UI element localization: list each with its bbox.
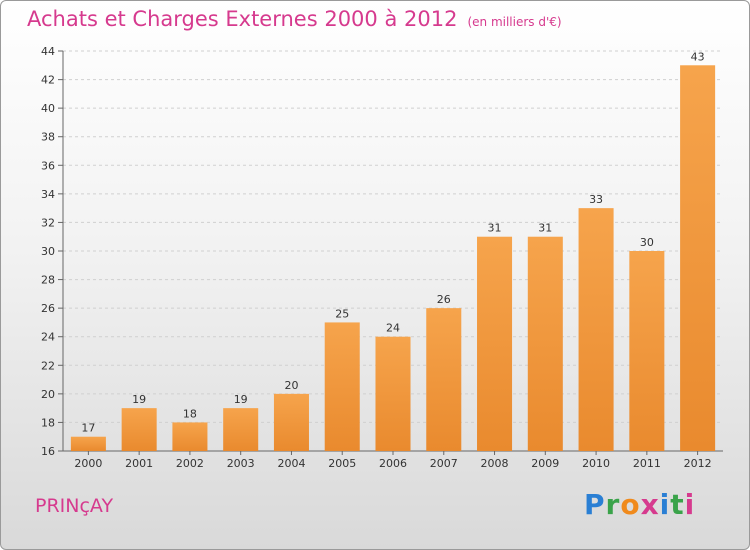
data-label: 43 (691, 50, 705, 63)
y-tick-label: 38 (41, 131, 55, 144)
logo-letter: t (670, 488, 685, 521)
data-label: 19 (132, 393, 146, 406)
y-tick-label: 34 (41, 188, 55, 201)
bar (375, 336, 411, 451)
data-label: 26 (437, 293, 451, 306)
y-tick-label: 44 (41, 45, 55, 58)
x-tick-label: 2009 (531, 457, 559, 470)
y-tick-label: 28 (41, 274, 55, 287)
bar (477, 236, 513, 451)
data-label: 31 (488, 222, 502, 235)
x-tick-label: 2010 (582, 457, 610, 470)
x-tick-label: 2002 (176, 457, 204, 470)
bar (273, 393, 309, 451)
x-tick-label: 2011 (633, 457, 661, 470)
logo-letter: i (684, 488, 696, 521)
data-label: 19 (234, 393, 248, 406)
bar (121, 408, 157, 451)
data-label: 18 (183, 407, 197, 420)
y-tick-label: 32 (41, 216, 55, 229)
bar (527, 236, 563, 451)
y-tick-label: 40 (41, 102, 55, 115)
y-tick-label: 16 (41, 445, 55, 458)
y-tick-label: 24 (41, 331, 55, 344)
data-label: 31 (538, 222, 552, 235)
y-tick-label: 22 (41, 359, 55, 372)
y-tick-label: 26 (41, 302, 55, 315)
x-tick-label: 2004 (277, 457, 305, 470)
bar (578, 208, 614, 451)
bar (172, 422, 208, 451)
y-tick-label: 30 (41, 245, 55, 258)
title-text: Achats et Charges Externes 2000 à 2012 (27, 7, 458, 31)
data-label: 33 (589, 193, 603, 206)
x-tick-label: 2003 (227, 457, 255, 470)
logo-letter: P (584, 488, 606, 521)
y-tick-label: 18 (41, 416, 55, 429)
chart-title: Achats et Charges Externes 2000 à 2012 (e… (27, 7, 562, 31)
bar (426, 308, 462, 451)
x-tick-label: 2008 (481, 457, 509, 470)
x-tick-label: 2005 (328, 457, 356, 470)
y-tick-label: 36 (41, 159, 55, 172)
data-label: 25 (335, 307, 349, 320)
logo-letter: r (605, 488, 621, 521)
bar (680, 65, 716, 452)
data-label: 20 (284, 379, 298, 392)
logo-letter: i (659, 488, 671, 521)
data-label: 17 (81, 422, 95, 435)
bar (70, 436, 106, 451)
place-name: PRINçAY (35, 495, 114, 517)
bar (629, 251, 665, 451)
data-label: 30 (640, 236, 654, 249)
x-tick-label: 2012 (684, 457, 712, 470)
bar (223, 408, 259, 451)
data-label: 24 (386, 322, 400, 335)
bar (324, 322, 360, 451)
x-tick-label: 2007 (430, 457, 458, 470)
chart-subtitle: (en milliers d'€) (467, 15, 562, 29)
y-tick-label: 42 (41, 74, 55, 87)
proxiti-logo: Proxiti (584, 488, 695, 521)
logo-letter: o (620, 488, 641, 521)
x-tick-label: 2001 (125, 457, 153, 470)
y-tick-label: 20 (41, 388, 55, 401)
x-tick-label: 2000 (74, 457, 102, 470)
logo-letter: x (640, 488, 660, 521)
x-tick-label: 2006 (379, 457, 407, 470)
